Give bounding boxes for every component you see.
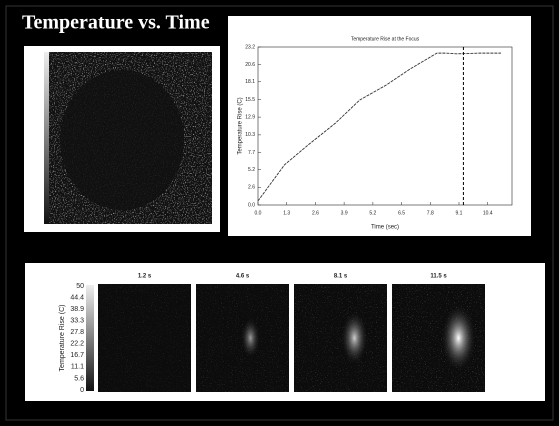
colorbar-tick-label: 27.8 — [70, 329, 84, 336]
colorbar-tick-label: 38.9 — [70, 306, 84, 313]
x-tick-label: 0.0 — [255, 210, 262, 216]
colorbar-tick-label: 16.7 — [70, 352, 84, 359]
colorbar-tick-label: 5.6 — [74, 375, 84, 382]
y-axis-label: Temperature Rise (C) — [238, 97, 244, 154]
x-tick-label: 7.8 — [427, 210, 434, 216]
dark-region — [60, 70, 184, 210]
x-tick-label: 5.2 — [369, 210, 376, 216]
frame-label: 4.6 s — [236, 274, 250, 280]
colorbar-tick-label: 22.2 — [70, 341, 84, 348]
y-tick-label: 2.6 — [248, 185, 255, 191]
colorbar-tick-label: 33.3 — [70, 318, 84, 325]
line-panel — [228, 16, 531, 236]
y-tick-label: 10.3 — [245, 132, 255, 138]
frame-glow — [240, 317, 261, 359]
x-tick-label: 1.3 — [283, 210, 290, 216]
y-tick-label: 5.2 — [248, 167, 255, 173]
colorbar-tick-label: 44.4 — [70, 294, 84, 301]
y-tick-label: 7.7 — [248, 150, 255, 156]
frame-border — [5, 5, 554, 421]
plot-area — [257, 46, 513, 206]
frame-glow — [440, 303, 477, 373]
x-tick-label: 6.5 — [398, 210, 405, 216]
frame-label: 1.2 s — [138, 274, 152, 280]
chart-title: Temperature Rise at the Focus — [351, 36, 420, 42]
side-colorbar — [44, 52, 49, 224]
colorbar-tick-label: 0 — [80, 387, 84, 394]
x-tick-label: 9.1 — [456, 210, 463, 216]
colorbar-tick-label: 50 — [76, 283, 84, 290]
colorbar — [86, 285, 94, 391]
thermal-map-panel — [24, 46, 220, 232]
y-tick-label: 18.1 — [245, 79, 255, 85]
x-tick-label: 3.9 — [341, 210, 348, 216]
x-tick-label: 2.6 — [312, 210, 319, 216]
colorbar-tick-label: 11.1 — [71, 364, 84, 371]
x-axis-label: Time (sec) — [371, 225, 399, 231]
slide-title: Temperature vs. Time — [22, 12, 210, 34]
data-line — [257, 52, 501, 202]
frame-label: 8.1 s — [334, 274, 348, 280]
y-tick-label: 15.5 — [245, 97, 255, 103]
panel — [228, 16, 531, 236]
x-tick-label: 10.4 — [483, 210, 493, 216]
y-tick-label: 20.6 — [245, 62, 255, 68]
y-tick-label: 23.2 — [245, 44, 255, 50]
frame-noise — [98, 284, 191, 392]
y-tick-label: 12.9 — [245, 114, 255, 120]
y-tick-label: 0.0 — [248, 202, 255, 208]
frame-label: 11.5 s — [430, 274, 447, 280]
frame-glow — [340, 310, 369, 366]
colorbar-label: Temperature Rise (C) — [59, 305, 66, 372]
